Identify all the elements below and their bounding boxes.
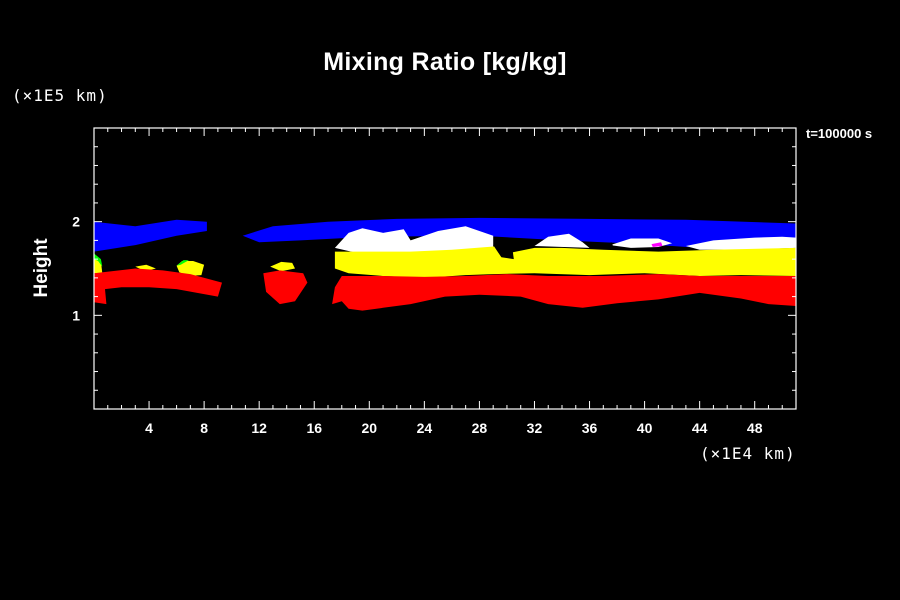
x-tick-label-8: 8	[200, 420, 208, 436]
chart-title: Mixing Ratio [kg/kg]	[323, 48, 567, 76]
field-region-layer_mid-10	[94, 256, 103, 274]
plot-frame	[93, 127, 797, 410]
field-region-layer_cloud-3	[534, 233, 590, 248]
x-tick-label-48: 48	[747, 420, 763, 436]
time-label: t=100000 s	[806, 126, 873, 141]
field-region-background-18	[596, 242, 615, 250]
field-region-layer_top-0	[94, 219, 207, 252]
field-region-layer_mid-7	[176, 261, 205, 276]
y-tick-label-1: 1	[72, 307, 80, 323]
x-tick-label-20: 20	[362, 420, 378, 436]
field-region-fringe-14	[176, 260, 189, 266]
x-tick-label-44: 44	[692, 420, 708, 436]
x-tick-label-28: 28	[472, 420, 488, 436]
field-region-layer_low-13	[332, 274, 796, 311]
y-tick-label-2: 2	[72, 214, 80, 230]
field-region-layer_low-11	[94, 268, 222, 305]
field-region-layer_mid-9	[270, 261, 295, 272]
field-region-fringe-15	[94, 253, 103, 267]
mixing-ratio-field	[94, 217, 796, 311]
x-tick-label-4: 4	[145, 420, 153, 436]
field-region-accent-16	[651, 242, 663, 247]
field-region-layer_mid-6	[334, 246, 796, 278]
x-tick-label-12: 12	[251, 420, 267, 436]
field-region-layer_low-12	[263, 270, 308, 305]
x-tick-label-16: 16	[306, 420, 322, 436]
x-tick-label-36: 36	[582, 420, 598, 436]
field-region-background-17	[493, 238, 514, 260]
field-region-layer_cloud-2	[334, 226, 494, 254]
x-tick-label-32: 32	[527, 420, 543, 436]
y-axis-unit: (×1E5 km)	[12, 86, 108, 105]
x-axis-unit: (×1E4 km)	[700, 444, 796, 463]
x-tick-label-40: 40	[637, 420, 653, 436]
x-tick-label-24: 24	[417, 420, 433, 436]
field-region-layer_cloud-5	[685, 236, 796, 250]
